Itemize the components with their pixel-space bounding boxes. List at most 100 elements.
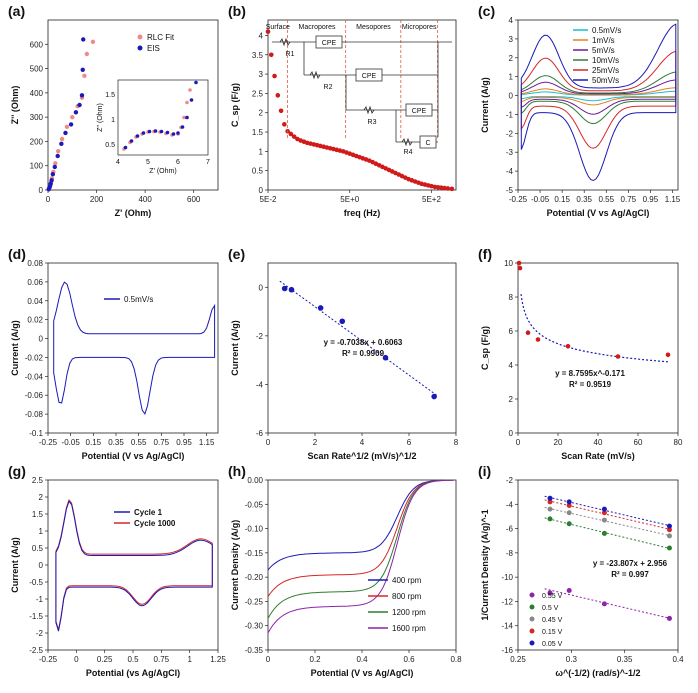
inset-point	[182, 115, 186, 120]
x-tick-label: 0.55	[598, 195, 614, 204]
nyquist-point	[59, 136, 65, 142]
csp-point	[282, 122, 287, 127]
lsv-curve	[267, 479, 454, 619]
csp-point	[291, 134, 297, 139]
csp-point	[278, 108, 284, 114]
circuit-label: R2	[324, 84, 333, 91]
y-tick-label: -12	[501, 597, 513, 606]
panel-1: (b) 5E-2 5E+0 5E+2 0 0.5 1 1.5 2 2.5 3 3.5 4 freq (Hz…	[228, 3, 457, 218]
inset-point	[194, 80, 198, 85]
y-tick-label: 0.5	[32, 544, 44, 553]
data-point	[281, 285, 288, 292]
inset-x-tick-label: 7	[206, 159, 210, 166]
inset-point	[135, 134, 140, 138]
nyquist-point	[90, 39, 96, 45]
legend-label: 1mV/s	[592, 36, 615, 45]
y-tick-label: -2	[256, 332, 264, 341]
legend-marker	[529, 592, 535, 598]
inset-x-tick-label: 5	[146, 159, 150, 166]
y-tick-label: -0.06	[25, 391, 44, 400]
x-tick-label: 0.75	[154, 438, 170, 447]
x-tick-label: 0	[516, 438, 521, 447]
x-tick-label: 1	[187, 655, 192, 664]
y-tick-label: 500	[30, 65, 44, 74]
y-tick-label: 3.5	[252, 51, 264, 60]
data-point	[666, 533, 672, 539]
x-axis-label: Potential (V vs Ag/AgCl)	[547, 208, 650, 218]
data-point	[601, 601, 607, 607]
x-tick-label: -0.25	[39, 438, 58, 447]
y-tick-label: 0.5	[252, 167, 264, 176]
legend-label: 50mV/s	[592, 76, 619, 85]
lsv-curve	[267, 479, 454, 597]
x-tick-label: 0.6	[403, 655, 415, 664]
x-tick-label: 0.2	[309, 655, 321, 664]
y-tick-label: -2	[506, 476, 514, 485]
y-tick-label: -4	[506, 500, 514, 509]
x-tick-label: 4	[360, 438, 365, 447]
y-tick-label: -2.5	[29, 646, 43, 655]
y-tick-label: 600	[30, 40, 44, 49]
data-point	[516, 260, 522, 266]
fit-line	[544, 495, 673, 527]
y-tick-label: 2	[509, 395, 514, 404]
y-tick-label: -0.15	[245, 549, 264, 558]
x-axis-label: Scan Rate^1/2 (mV/s)^1/2	[307, 451, 416, 461]
legend-label: 1600 rpm	[392, 624, 426, 633]
x-axis-label: Z' (Ohm)	[115, 208, 152, 218]
plot-frame	[47, 19, 219, 191]
y-tick-label: 1	[39, 527, 44, 536]
plot-frame	[517, 19, 679, 191]
legend-label: 400 rpm	[392, 576, 422, 585]
data-point	[382, 354, 389, 361]
cpe-3-label: CPE	[412, 108, 427, 115]
plot-frame	[267, 262, 457, 434]
legend-marker	[529, 616, 535, 622]
y-tick-label: 6	[509, 327, 514, 336]
panel-2: (c) -0.25 -0.05 0.15 0.35 0.55 0.75 0.95 1.15 -5 -…	[478, 3, 681, 218]
x-axis-label: Potential (vs Ag/AgCl)	[86, 668, 180, 678]
inset-point	[171, 132, 176, 136]
data-point	[601, 506, 607, 512]
x-tick-label: 60	[634, 438, 643, 447]
y-tick-label: 4	[509, 361, 514, 370]
y-axis-label: Z'' (Ohm)	[10, 86, 20, 125]
fit-line	[279, 280, 438, 397]
x-tick-label: 40	[594, 438, 603, 447]
y-axis-label: C_sp (F/g)	[230, 83, 240, 127]
x-tick-label: 0.95	[643, 195, 659, 204]
panel-3: (d) -0.25 -0.05 0.15 0.35 0.55 0.75 0.95 1.15 -0.…	[8, 246, 219, 461]
inset-y-tick-label: 1	[111, 117, 115, 124]
y-tick-label: -0.25	[245, 597, 264, 606]
legend-label: 0.5mV/s	[592, 26, 621, 35]
panel-label: (d)	[8, 246, 26, 262]
resistor-r2	[309, 70, 321, 80]
y-tick-label: -0.04	[25, 372, 44, 381]
cpe-1	[315, 35, 343, 49]
y-tick-label: -0.05	[245, 500, 264, 509]
x-tick-label: 0.4	[356, 655, 368, 664]
x-tick-label: 0.35	[576, 195, 592, 204]
plot-frame	[517, 262, 679, 434]
x-tick-label: -0.05	[62, 438, 81, 447]
legend-label: 1200 rpm	[392, 608, 426, 617]
fit-line	[544, 506, 673, 537]
y-tick-label: 0.06	[27, 278, 43, 287]
data-point	[339, 318, 346, 325]
x-tick-label: 0.8	[450, 655, 462, 664]
fit-equation: y = -0.7038x + 0.6063	[324, 338, 403, 347]
lsv-curve	[267, 479, 454, 571]
x-tick-label: 1.25	[210, 655, 226, 664]
data-point	[547, 499, 553, 505]
x-tick-label: 0.25	[510, 655, 526, 664]
y-tick-label: -14	[501, 622, 513, 631]
y-tick-label: 1	[259, 147, 264, 156]
inset-point	[185, 115, 189, 120]
data-point	[666, 615, 672, 621]
panel-label: (i)	[478, 463, 491, 479]
legend-label: 0.15 V	[542, 629, 563, 636]
inset-point	[188, 88, 192, 92]
fit-equation: y = 8.7595x^-0.171	[555, 369, 625, 378]
x-tick-label: 1.15	[199, 438, 215, 447]
